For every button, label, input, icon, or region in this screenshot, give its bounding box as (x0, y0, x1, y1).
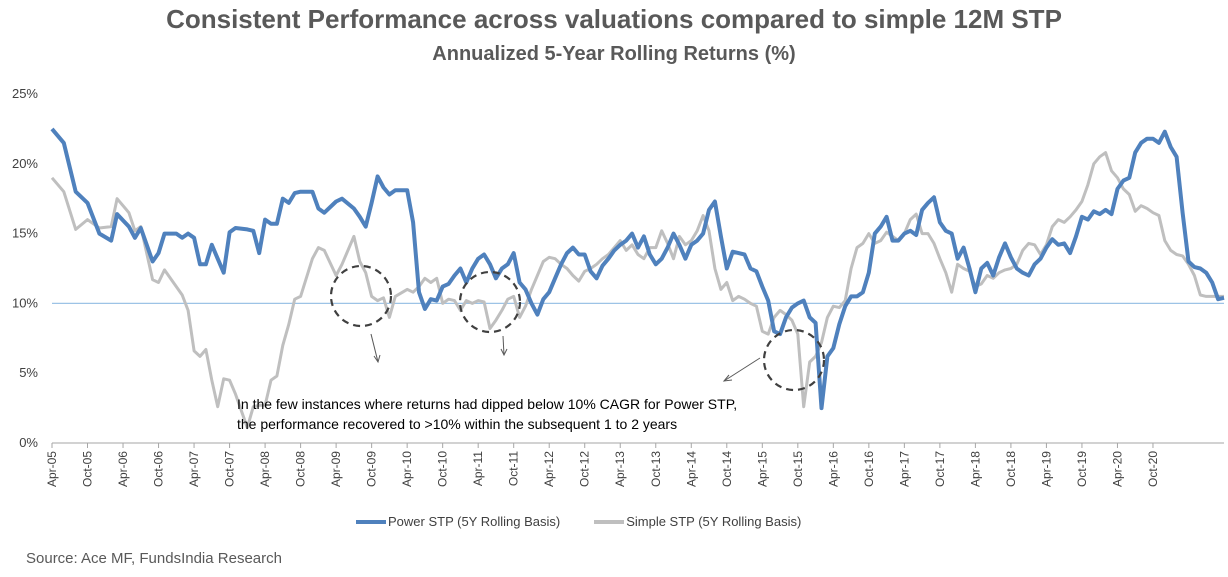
x-tick-label: Apr-16 (826, 451, 840, 487)
x-tick-label: Oct-08 (294, 451, 308, 487)
x-tick-label: Apr-18 (968, 451, 982, 487)
chart-subtitle: Annualized 5-Year Rolling Returns (%) (432, 43, 796, 65)
legend-label-power-stp: Power STP (5Y Rolling Basis) (388, 514, 561, 529)
series-line-simple-stp (50, 151, 1224, 430)
x-tick-label: Apr-05 (45, 451, 59, 487)
x-axis: Apr-05 Oct-05 Apr-06 Oct-06 Apr-07 Oct-07 Apr-… (45, 442, 1224, 487)
x-tick-label: Oct-10 (436, 451, 450, 487)
y-tick-label: 0% (19, 435, 38, 450)
chart-title: Consistent Performance across valuations… (166, 4, 1062, 34)
legend-swatch-simple-stp (594, 519, 625, 524)
x-tick-label: Apr-06 (116, 451, 130, 487)
x-tick-label: Oct-12 (578, 451, 592, 487)
x-tick-label: Apr-15 (755, 451, 769, 487)
y-tick-label: 10% (12, 295, 38, 310)
x-tick-label: Apr-20 (1110, 451, 1124, 487)
x-tick-label: Oct-16 (862, 451, 876, 487)
x-tick-label: Oct-20 (1146, 451, 1160, 487)
x-tick-label: Apr-07 (187, 451, 201, 487)
x-tick-label: Oct-06 (152, 451, 166, 487)
dip-highlight-circle-2011 (458, 270, 522, 334)
x-tick-label: Apr-14 (684, 451, 698, 487)
x-tick-label: Apr-10 (400, 451, 414, 487)
series-line-power-stp (50, 127, 1225, 411)
x-tick-label: Oct-07 (223, 451, 237, 487)
y-tick-label: 5% (19, 365, 38, 380)
chart-legend: Power STP (5Y Rolling Basis) Simple STP … (356, 514, 835, 529)
x-tick-label: Apr-09 (329, 451, 343, 487)
x-tick-label: Apr-13 (613, 451, 627, 487)
x-tick-label: Oct-15 (791, 451, 805, 487)
legend-label-simple-stp: Simple STP (5Y Rolling Basis) (626, 514, 802, 529)
x-tick-label: Apr-08 (258, 451, 272, 487)
x-tick-label: Oct-11 (507, 451, 521, 486)
annotation-text-line-2: the performance recovered to >10% within… (237, 416, 677, 432)
dip-highlight-circle-2009 (329, 264, 393, 328)
legend-item-simple-stp: Simple STP (5Y Rolling Basis) (594, 514, 801, 529)
x-tick-label: Oct-09 (365, 451, 379, 487)
x-tick-label: Apr-17 (897, 451, 911, 487)
x-tick-label: Apr-11 (471, 451, 485, 486)
x-tick-label: Apr-12 (542, 451, 556, 487)
y-tick-label: 25% (12, 86, 38, 101)
legend-item-power-stp: Power STP (5Y Rolling Basis) (356, 514, 560, 529)
x-tick-label: Apr-19 (1039, 451, 1053, 487)
x-tick-label: Oct-05 (81, 451, 95, 487)
x-tick-label: Oct-17 (933, 451, 947, 487)
source-note: Source: Ace MF, FundsIndia Research (26, 550, 282, 567)
x-tick-label: Oct-13 (649, 451, 663, 487)
annotation-arrows (370, 333, 761, 382)
x-tick-label: Oct-19 (1075, 451, 1089, 487)
y-axis: 0% 5% 10% 15% 20% 25% (12, 86, 38, 450)
y-tick-label: 15% (12, 226, 38, 241)
x-tick-label: Oct-18 (1004, 451, 1018, 487)
x-tick-label: Oct-14 (720, 451, 734, 487)
dip-highlight-circle-2016 (762, 328, 826, 392)
annotation-text-line-1: In the few instances where returns had d… (237, 396, 737, 412)
y-tick-label: 20% (12, 156, 38, 171)
legend-swatch-power-stp (356, 519, 386, 524)
